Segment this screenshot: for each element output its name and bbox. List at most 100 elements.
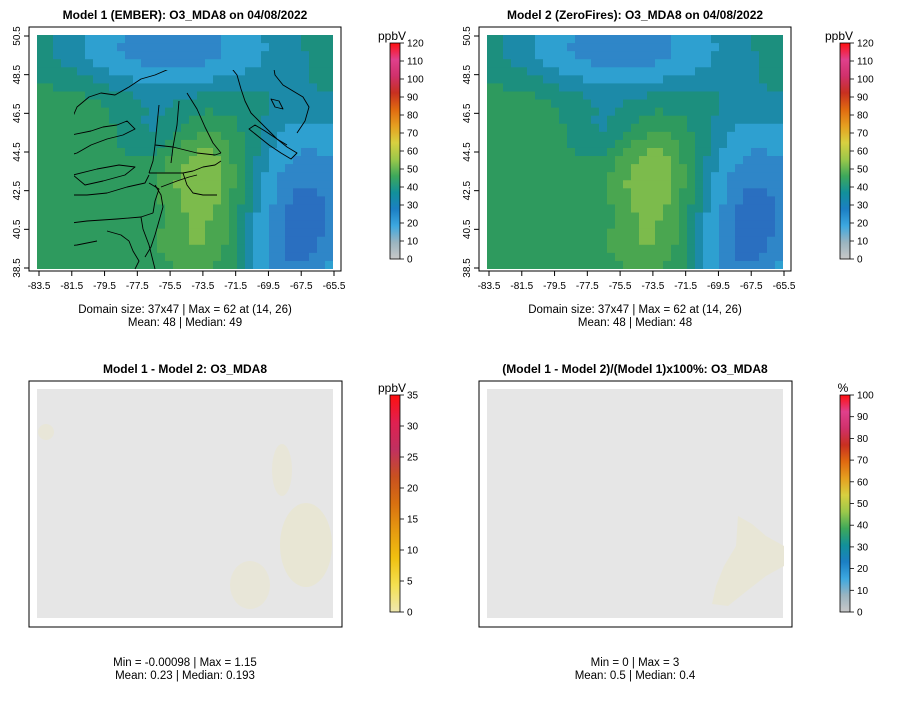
grid-cell <box>165 99 174 109</box>
grid-cell <box>213 172 222 181</box>
grid-cell <box>599 172 608 181</box>
grid-cell <box>229 123 238 133</box>
grid-cell <box>109 180 118 189</box>
grid-cell <box>647 180 656 189</box>
grid-cell <box>559 172 568 181</box>
grid-cell <box>719 43 728 52</box>
grid-cell <box>567 75 576 85</box>
y-tick-label: 48.5 <box>462 64 473 84</box>
grid-cell <box>695 83 704 93</box>
grid-cell <box>229 188 238 197</box>
grid-cell <box>221 252 230 262</box>
grid-cell <box>719 188 728 197</box>
grid-cell <box>647 139 656 149</box>
grid-cell <box>503 131 512 141</box>
grid-cell <box>647 115 656 125</box>
grid-cell <box>575 91 584 101</box>
grid-cell <box>205 204 214 214</box>
grid-cell <box>45 188 54 197</box>
grid-cell <box>173 236 182 246</box>
grid-cell <box>85 91 94 101</box>
grid-cell <box>767 59 776 68</box>
grid-cell <box>293 59 302 68</box>
colorbar-label: 100 <box>857 75 874 86</box>
grid-cell <box>149 147 158 157</box>
grid-cell <box>567 99 576 109</box>
grid-cell <box>655 75 664 85</box>
grid-cell <box>631 83 640 93</box>
grid-cell <box>759 164 768 173</box>
grid-cell <box>181 156 190 165</box>
grid-cell <box>591 180 600 189</box>
grid-cell <box>93 156 102 165</box>
grid-cell <box>269 75 278 85</box>
grid-cell <box>181 220 190 230</box>
colorbar-label: 40 <box>857 521 869 532</box>
grid-cell <box>671 147 680 157</box>
grid-cell <box>495 252 504 262</box>
grid-cell <box>759 220 768 230</box>
grid-cell <box>687 67 696 76</box>
grid-cell <box>727 180 736 189</box>
grid-cell <box>519 164 528 173</box>
grid-cell <box>141 35 150 44</box>
grid-cell <box>687 51 696 60</box>
grid-cell <box>735 172 744 181</box>
grid-cell <box>261 43 270 52</box>
grid-cell <box>551 139 560 149</box>
grid-cell <box>671 75 680 85</box>
grid-cell <box>687 107 696 117</box>
grid-cell <box>567 196 576 206</box>
grid-cell <box>133 83 142 93</box>
grid-cell <box>101 51 110 60</box>
grid-cell <box>567 91 576 101</box>
grid-cell <box>133 115 142 125</box>
grid-cell <box>639 115 648 125</box>
grid-cell <box>253 35 262 44</box>
grid-cell <box>503 35 512 44</box>
grid-cell <box>615 43 624 52</box>
grid-cell <box>197 172 206 181</box>
grid-cell <box>575 99 584 109</box>
grid-cell <box>743 156 752 165</box>
grid-cell <box>687 83 696 93</box>
grid-cell <box>285 75 294 85</box>
grid-cell <box>125 220 134 230</box>
grid-cell <box>511 131 520 141</box>
grid-cell <box>687 123 696 133</box>
grid-cell <box>487 260 496 269</box>
grid-cell <box>519 180 528 189</box>
grid-cell <box>93 164 102 173</box>
grid-cell <box>61 83 70 93</box>
grid-cell <box>623 204 632 214</box>
grid-cell <box>229 180 238 189</box>
grid-cell <box>647 59 656 68</box>
grid-cell <box>527 188 536 197</box>
grid-cell <box>285 260 294 269</box>
grid-cell <box>767 220 776 230</box>
grid-cell <box>743 43 752 52</box>
grid-cell <box>679 51 688 60</box>
grid-cell <box>567 35 576 44</box>
grid-cell <box>559 228 568 238</box>
grid-cell <box>735 83 744 93</box>
grid-cell <box>269 204 278 214</box>
grid-cell <box>503 91 512 101</box>
grid-cell <box>165 51 174 60</box>
grid-cell <box>93 244 102 254</box>
grid-cell <box>655 99 664 109</box>
grid-cell <box>285 131 294 141</box>
grid-cell <box>93 180 102 189</box>
grid-cell <box>53 196 62 206</box>
grid-cell <box>165 139 174 149</box>
grid-cell <box>205 244 214 254</box>
grid-cell <box>767 188 776 197</box>
grid-cell <box>527 59 536 68</box>
grid-cell <box>567 252 576 262</box>
grid-cell <box>45 139 54 149</box>
grid-cell <box>277 139 286 149</box>
grid-cell <box>285 107 294 117</box>
grid-cell <box>101 180 110 189</box>
grid-cell <box>221 51 230 60</box>
grid-cell <box>189 172 198 181</box>
